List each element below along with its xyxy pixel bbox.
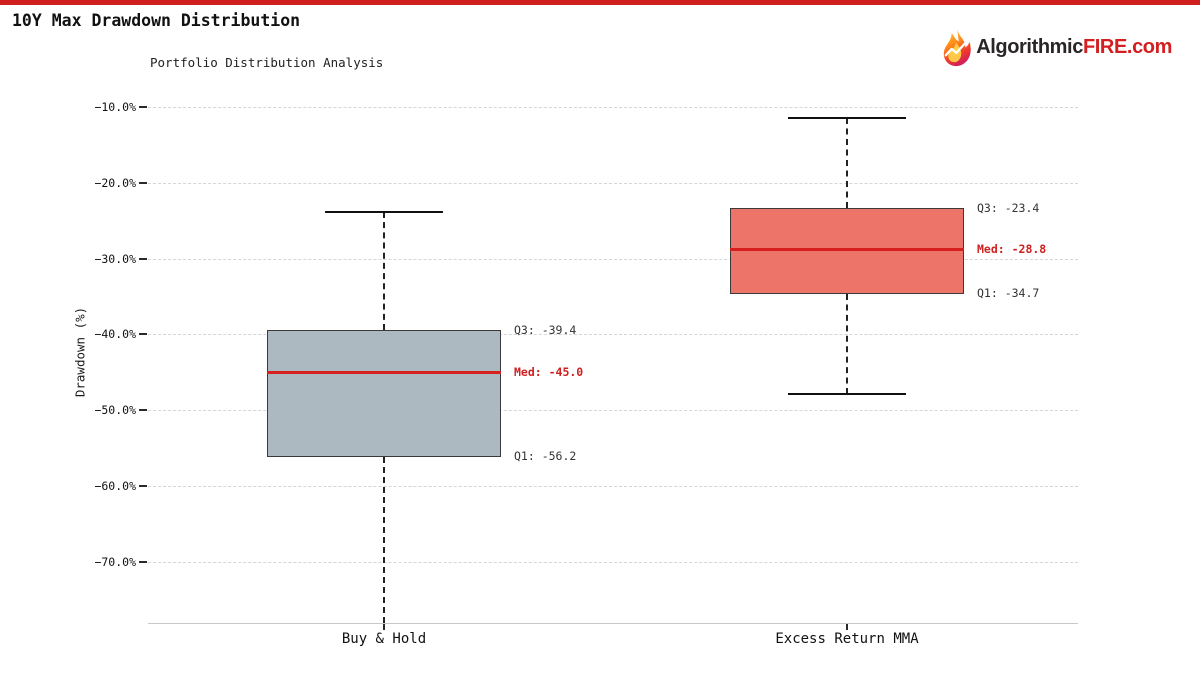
q1-label-excess-return-mma: Q1: -34.7	[977, 286, 1040, 301]
median-line-excess-return-mma	[730, 247, 964, 251]
y-tick-label: −20.0%	[94, 175, 136, 190]
logo-link[interactable]: AlgorithmicFIRE.com	[940, 28, 1172, 67]
logo-text-suffix: .com	[1126, 36, 1172, 58]
y-tick-label: −30.0%	[94, 251, 136, 266]
box-excess-return-mma	[730, 208, 964, 295]
y-tick-mark	[139, 333, 147, 336]
y-tick-label: −40.0%	[94, 327, 136, 342]
lower-whisker-cap-excess-return-mma	[788, 393, 906, 396]
y-axis-label: Drawdown (%)	[72, 306, 88, 398]
y-tick-mark	[139, 560, 147, 563]
q3-label-excess-return-mma: Q3: -23.4	[977, 201, 1040, 216]
y-tick-label: −10.0%	[94, 99, 136, 114]
gridline	[148, 106, 1078, 108]
median-label-excess-return-mma: Med: -28.8	[977, 242, 1047, 257]
gridline	[148, 410, 1078, 412]
lower-whisker-excess-return-mma	[846, 294, 848, 395]
upper-whisker-cap-excess-return-mma	[788, 116, 906, 119]
y-tick-mark	[139, 484, 147, 487]
y-tick-label: −70.0%	[94, 554, 136, 569]
logo-text: AlgorithmicFIRE.com	[976, 36, 1172, 59]
page-title: 10Y Max Drawdown Distribution	[12, 11, 301, 30]
upper-whisker-excess-return-mma	[846, 117, 848, 209]
x-axis-line	[148, 623, 1078, 624]
median-line-buy-hold	[267, 370, 501, 374]
x-tick-mark	[383, 624, 385, 630]
y-tick-mark	[139, 105, 147, 108]
x-tick-mark	[846, 624, 848, 630]
gridline	[148, 561, 1078, 563]
logo-text-prefix: Algorithmic	[976, 36, 1083, 58]
q3-label-buy-hold: Q3: -39.4	[514, 322, 577, 337]
y-tick-label: −50.0%	[94, 403, 136, 418]
q1-label-buy-hold: Q1: -56.2	[514, 449, 577, 464]
box-buy-hold	[267, 329, 501, 458]
gridline	[148, 334, 1078, 336]
y-tick-mark	[139, 409, 147, 412]
upper-whisker-cap-buy-hold	[325, 211, 443, 214]
y-tick-label: −60.0%	[94, 478, 136, 493]
y-tick-mark	[139, 181, 147, 184]
x-tick-label-buy-hold: Buy & Hold	[341, 631, 427, 647]
logo-text-fire: FIRE	[1082, 36, 1127, 58]
upper-whisker-buy-hold	[383, 212, 385, 330]
gridline	[148, 485, 1078, 487]
lower-whisker-buy-hold	[383, 457, 385, 623]
x-tick-label-excess-return-mma: Excess Return MMA	[775, 631, 919, 647]
gridline	[148, 258, 1078, 260]
gridline	[148, 182, 1078, 184]
chart-subtitle: Portfolio Distribution Analysis	[150, 55, 384, 70]
flame-chart-icon	[944, 29, 971, 67]
top-accent-bar	[0, 0, 1200, 5]
y-tick-mark	[139, 257, 147, 260]
median-label-buy-hold: Med: -45.0	[514, 365, 584, 380]
